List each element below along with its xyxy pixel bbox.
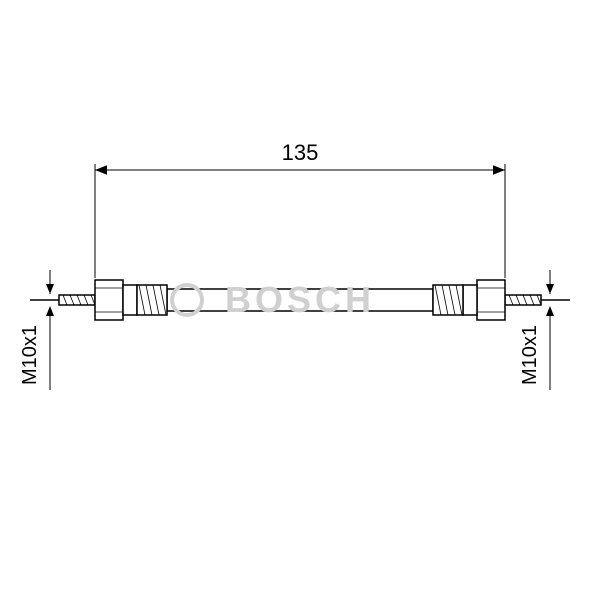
watermark-ring [170, 283, 204, 317]
svg-text:M10x1: M10x1 [519, 325, 541, 385]
technical-drawing: 135 M10x1 M10x1 [0, 0, 600, 600]
svg-text:M10x1: M10x1 [19, 325, 41, 385]
svg-text:135: 135 [282, 140, 319, 165]
